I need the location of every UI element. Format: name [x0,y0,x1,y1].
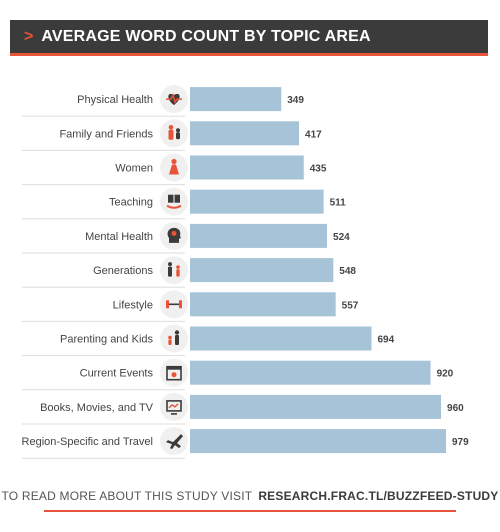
category-label: Mental Health [85,231,153,243]
footer-text: TO READ MORE ABOUT THIS STUDY VISIT [1,489,253,503]
category-label: Lifestyle [113,299,153,311]
heartbeat-icon [160,85,188,114]
bar [190,326,372,351]
bar [190,360,431,385]
value-label: 349 [287,95,304,106]
value-label: 920 [437,369,454,380]
category-label: Teaching [109,197,153,209]
family-icon [160,119,188,148]
footer-banner: TO READ MORE ABOUT THIS STUDY VISIT RESE… [1,482,498,512]
value-label: 524 [333,232,350,243]
bar [190,155,304,180]
bar [190,189,324,214]
value-label: 511 [330,198,347,209]
calendar-icon [160,358,188,387]
teaching-icon [160,187,188,216]
category-label: Current Events [80,368,154,380]
bar [190,429,446,454]
airplane-icon [160,427,188,456]
head-icon [160,221,188,250]
category-label: Women [115,163,153,175]
chart-title: AVERAGE WORD COUNT BY TOPIC AREA [41,27,371,45]
value-label: 557 [342,300,359,311]
value-label: 435 [310,164,327,175]
bar [190,292,336,317]
study-link[interactable]: RESEARCH.FRAC.TL/BUZZFEED-STUDY [258,489,499,503]
value-label: 548 [339,266,356,277]
category-label: Physical Health [77,94,153,106]
dumbbell-icon [160,290,188,319]
category-label: Generations [93,265,153,277]
category-label: Family and Friends [59,128,153,140]
bar [190,223,328,248]
bar [190,87,282,112]
parent-child-icon [160,324,188,353]
value-label: 417 [305,129,322,140]
bar [190,258,334,283]
category-label: Parenting and Kids [60,334,153,346]
category-label: Region-Specific and Travel [22,436,153,448]
generations-icon [160,256,188,285]
chevron-right-icon: > [24,27,34,45]
bar [190,394,442,419]
value-label: 979 [452,437,469,448]
category-label: Books, Movies, and TV [40,402,154,414]
bar [190,121,300,146]
monitor-icon [160,392,188,421]
chart-header: > AVERAGE WORD COUNT BY TOPIC AREA [10,20,488,56]
value-label: 694 [377,335,394,346]
value-label: 960 [447,403,464,414]
woman-icon [160,153,188,182]
